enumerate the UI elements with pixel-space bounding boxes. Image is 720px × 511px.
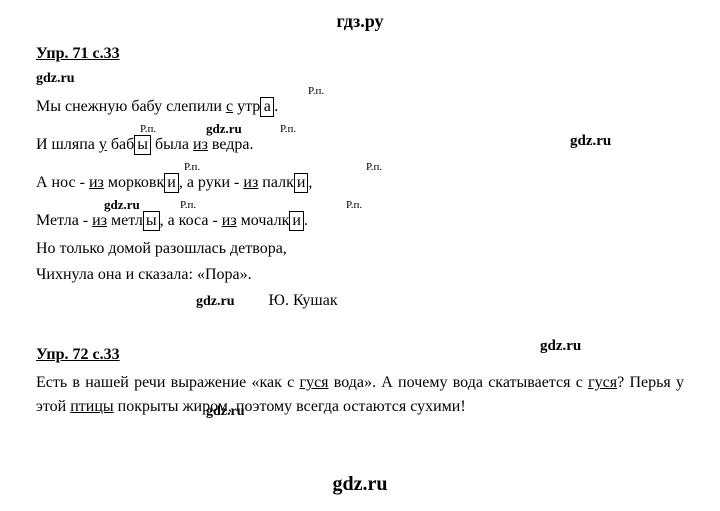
text: ведра. bbox=[208, 136, 254, 153]
content: Упр. 71 с.33 gdz.ru Р.п. Мы снежную бабу… bbox=[0, 0, 720, 422]
inline-watermark: gdz.ru bbox=[206, 119, 242, 139]
ex71-line6: Чихнула она и сказала: «Пора». bbox=[36, 263, 684, 287]
author: Ю. Кушак bbox=[269, 292, 338, 309]
text: баб bbox=[107, 136, 134, 153]
case-label: Р.п. bbox=[280, 121, 296, 138]
text: утр bbox=[233, 98, 260, 115]
text: морковк bbox=[104, 174, 164, 191]
text: , а коса - bbox=[160, 212, 222, 229]
text: Есть в нашей речи выражение «как с bbox=[36, 374, 300, 391]
exercise-71-title: Упр. 71 с.33 bbox=[36, 42, 684, 66]
text: покрыты жиром, поэтому всегда остаются с… bbox=[114, 398, 466, 415]
ex71-line4: gdz.ru Р.п. Р.п. Метла - из метлы, а кос… bbox=[36, 209, 684, 233]
case-label: Р.п. bbox=[140, 121, 156, 138]
text: метл bbox=[107, 212, 143, 229]
prep: из bbox=[222, 212, 237, 229]
side-watermark-2: gdz.ru bbox=[540, 335, 581, 358]
underline: гуся bbox=[588, 374, 617, 391]
ex71-line2: Р.п. gdz.ru Р.п. И шляпа у бабы была из … bbox=[36, 133, 684, 157]
case-label: Р.п. bbox=[308, 83, 324, 100]
inline-watermark: gdz.ru bbox=[196, 294, 235, 309]
text: И шляпа bbox=[36, 136, 99, 153]
prep: из bbox=[92, 212, 107, 229]
ex71-line1: Р.п. Мы снежную бабу слепили с утра. bbox=[36, 95, 684, 119]
text: . bbox=[274, 98, 278, 115]
footer-watermark: gdz.ru bbox=[0, 469, 720, 499]
ending-box: ы bbox=[143, 211, 160, 231]
prep: с bbox=[226, 98, 233, 115]
prep: из bbox=[193, 136, 208, 153]
text: была bbox=[151, 136, 193, 153]
case-label: Р.п. bbox=[184, 159, 200, 176]
ex71-line3: Р.п. Р.п. А нос - из морковки, а руки - … bbox=[36, 171, 684, 195]
ending-box: и bbox=[164, 173, 179, 193]
ex71-author-line: gdz.ru Ю. Кушак bbox=[36, 289, 684, 313]
text: , а руки - bbox=[179, 174, 244, 191]
text: вода». А почему вода скатывается с bbox=[329, 374, 589, 391]
prep: из bbox=[243, 174, 258, 191]
prep: у bbox=[99, 136, 107, 153]
exercise-72-title: Упр. 72 с.33 bbox=[36, 343, 684, 367]
ending-box: а bbox=[260, 97, 274, 117]
case-label: Р.п. bbox=[180, 197, 196, 214]
inline-watermark-1: gdz.ru bbox=[36, 68, 684, 89]
case-label: Р.п. bbox=[346, 197, 362, 214]
ending-box: и bbox=[289, 211, 304, 231]
prep: из bbox=[89, 174, 104, 191]
text: , bbox=[308, 174, 312, 191]
case-label: Р.п. bbox=[366, 159, 382, 176]
underline: птицы bbox=[70, 398, 113, 415]
text: мочалк bbox=[237, 212, 290, 229]
text: Метла - bbox=[36, 212, 92, 229]
inline-watermark: gdz.ru bbox=[104, 195, 140, 215]
text: палк bbox=[258, 174, 294, 191]
ending-box: и bbox=[294, 173, 309, 193]
ex71-line5: Но только домой разошлась детвора, bbox=[36, 237, 684, 261]
text: А нос - bbox=[36, 174, 89, 191]
underline: гуся bbox=[300, 374, 329, 391]
text: Мы снежную бабу слепили bbox=[36, 98, 226, 115]
header-watermark: гдз.ру bbox=[0, 8, 720, 35]
text: . bbox=[304, 212, 308, 229]
ending-box: ы bbox=[134, 135, 151, 155]
